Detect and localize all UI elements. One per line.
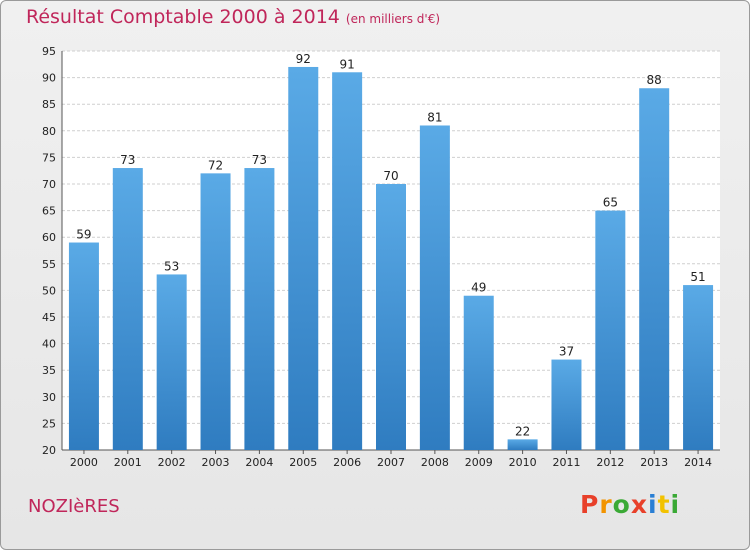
bar bbox=[244, 168, 275, 451]
bar bbox=[112, 168, 143, 451]
x-tick-label: 2011 bbox=[552, 456, 580, 469]
x-tick-label: 2010 bbox=[509, 456, 537, 469]
data-label: 92 bbox=[296, 52, 311, 66]
logo-letter: i bbox=[648, 490, 658, 519]
bar bbox=[68, 242, 99, 450]
bar bbox=[507, 439, 538, 450]
logo-letter: t bbox=[657, 490, 671, 519]
y-tick-label: 30 bbox=[42, 391, 56, 404]
x-tick-label: 2009 bbox=[465, 456, 493, 469]
x-tick-label: 2012 bbox=[596, 456, 624, 469]
bar bbox=[200, 173, 231, 451]
y-tick-label: 35 bbox=[42, 364, 56, 377]
bar bbox=[419, 125, 450, 450]
x-tick-label: 2001 bbox=[114, 456, 142, 469]
y-tick-label: 55 bbox=[42, 258, 56, 271]
bar bbox=[595, 210, 626, 450]
x-tick-label: 2014 bbox=[684, 456, 712, 469]
data-label: 88 bbox=[647, 73, 662, 87]
data-label: 65 bbox=[603, 196, 618, 210]
y-tick-label: 70 bbox=[42, 178, 56, 191]
chart-title-block: Résultat Comptable 2000 à 2014 (en millie… bbox=[26, 6, 440, 28]
y-tick-label: 50 bbox=[42, 284, 56, 297]
x-tick-label: 2006 bbox=[333, 456, 361, 469]
bar bbox=[639, 88, 670, 451]
data-label: 59 bbox=[76, 228, 91, 242]
y-tick-label: 25 bbox=[42, 417, 56, 430]
data-label: 51 bbox=[690, 270, 705, 284]
y-tick-label: 75 bbox=[42, 151, 56, 164]
x-tick-label: 2013 bbox=[640, 456, 668, 469]
y-tick-label: 80 bbox=[42, 125, 56, 138]
data-label: 81 bbox=[427, 110, 442, 124]
proxiti-logo: Proxiti bbox=[580, 490, 680, 519]
logo-letter: x bbox=[630, 490, 648, 519]
bar bbox=[551, 359, 582, 450]
logo-letter: o bbox=[612, 490, 631, 519]
y-tick-label: 85 bbox=[42, 98, 56, 111]
y-tick-label: 90 bbox=[42, 72, 56, 85]
y-tick-label: 40 bbox=[42, 338, 56, 351]
x-tick-label: 2008 bbox=[421, 456, 449, 469]
x-tick-label: 2004 bbox=[245, 456, 273, 469]
y-tick-label: 95 bbox=[42, 45, 56, 58]
logo-letter: r bbox=[599, 490, 613, 519]
data-label: 73 bbox=[252, 153, 267, 167]
bar bbox=[332, 72, 363, 450]
data-label: 37 bbox=[559, 345, 574, 359]
data-label: 22 bbox=[515, 424, 530, 438]
town-name: NOZIèRES bbox=[28, 496, 120, 517]
data-label: 73 bbox=[120, 153, 135, 167]
x-tick-label: 2002 bbox=[158, 456, 186, 469]
bar bbox=[156, 274, 187, 450]
data-label: 53 bbox=[164, 259, 179, 273]
x-tick-label: 2005 bbox=[289, 456, 317, 469]
data-label: 70 bbox=[383, 169, 398, 183]
x-tick-label: 2000 bbox=[70, 456, 98, 469]
data-label: 91 bbox=[339, 57, 354, 71]
data-label: 72 bbox=[208, 158, 223, 172]
y-tick-label: 65 bbox=[42, 205, 56, 218]
x-tick-label: 2003 bbox=[202, 456, 230, 469]
logo-letter: P bbox=[580, 490, 600, 519]
y-tick-label: 45 bbox=[42, 311, 56, 324]
y-tick-label: 20 bbox=[42, 444, 56, 457]
bar bbox=[288, 66, 319, 451]
y-tick-label: 60 bbox=[42, 231, 56, 244]
chart-subtitle: (en milliers d'€) bbox=[345, 12, 441, 26]
bar bbox=[376, 184, 406, 450]
bar bbox=[463, 295, 494, 450]
logo-letter: i bbox=[670, 490, 681, 519]
bar bbox=[683, 285, 714, 450]
data-label: 49 bbox=[471, 281, 486, 295]
x-tick-label: 2007 bbox=[377, 456, 405, 469]
chart-title: Résultat Comptable 2000 à 2014 bbox=[26, 6, 340, 28]
